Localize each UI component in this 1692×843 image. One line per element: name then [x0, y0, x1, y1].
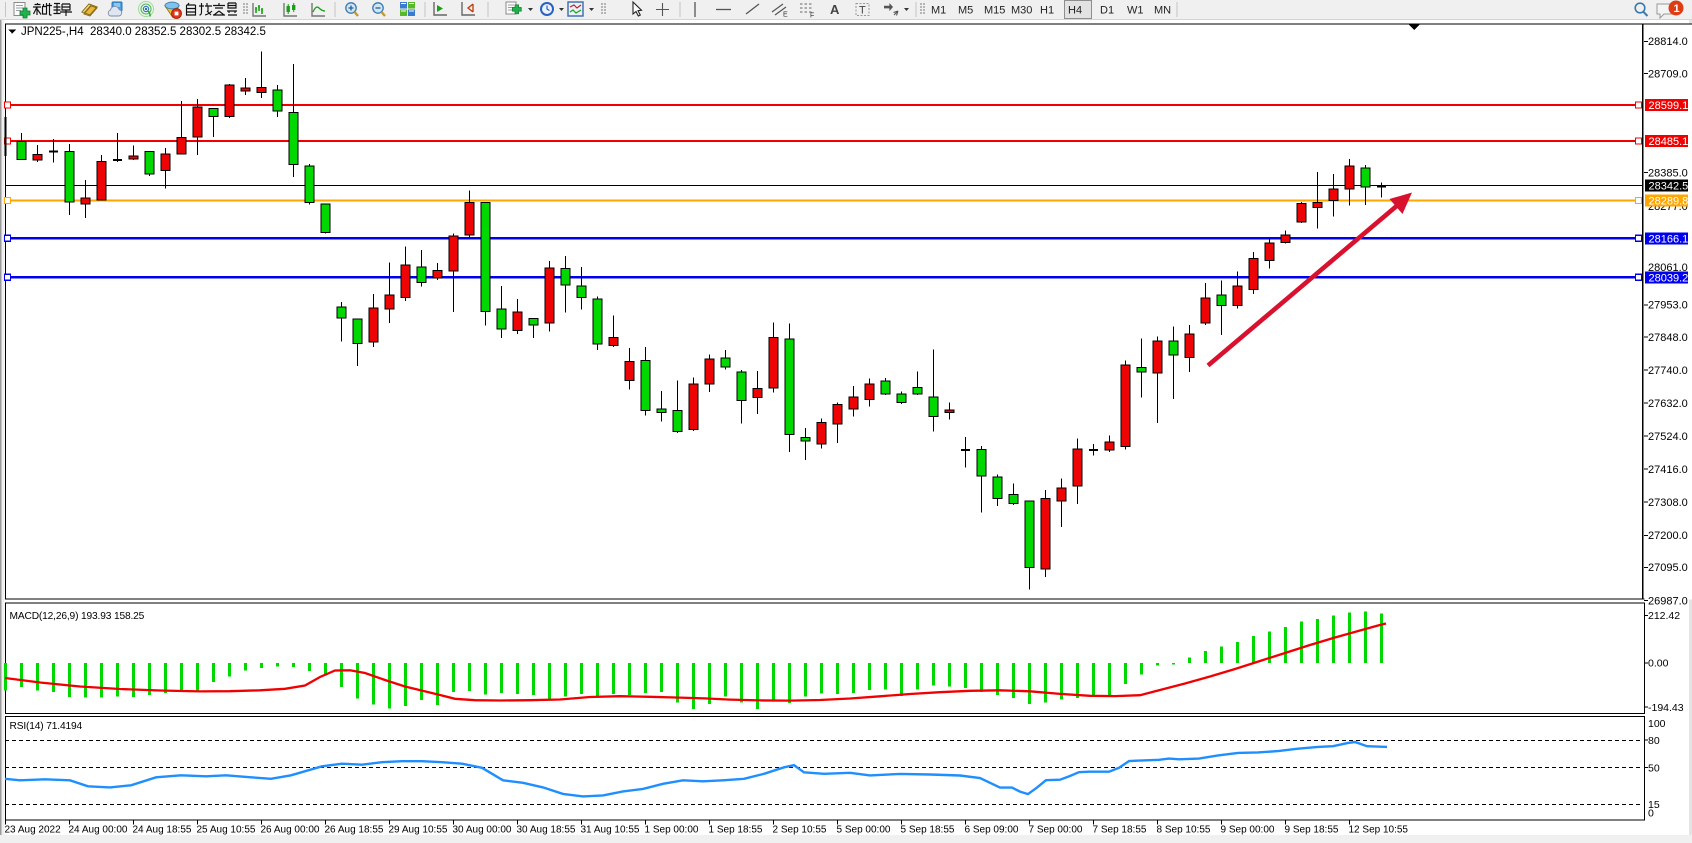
svg-text:27416.0: 27416.0: [1648, 464, 1688, 476]
svg-text:0.00: 0.00: [1648, 658, 1669, 670]
svg-text:27740.0: 27740.0: [1648, 365, 1688, 377]
svg-text:RSI(14) 71.4194: RSI(14) 71.4194: [10, 721, 83, 732]
svg-text:M15: M15: [984, 5, 1005, 17]
svg-text:25 Aug 10:55: 25 Aug 10:55: [197, 825, 256, 836]
svg-text:27848.0: 27848.0: [1648, 332, 1688, 344]
svg-text:50: 50: [1648, 762, 1660, 774]
svg-text:9 Sep 00:00: 9 Sep 00:00: [1221, 825, 1275, 836]
svg-text:7 Sep 00:00: 7 Sep 00:00: [1029, 825, 1083, 836]
svg-text:8 Sep 10:55: 8 Sep 10:55: [1157, 825, 1211, 836]
svg-text:12 Sep 10:55: 12 Sep 10:55: [1349, 825, 1409, 836]
svg-text:212.42: 212.42: [1648, 610, 1680, 622]
svg-text:1: 1: [1674, 3, 1680, 15]
svg-text:26 Aug 18:55: 26 Aug 18:55: [325, 825, 384, 836]
svg-text:0: 0: [1648, 807, 1654, 819]
svg-text:1 Sep 18:55: 1 Sep 18:55: [709, 825, 763, 836]
svg-text:MACD(12,26,9) 193.93 158.25: MACD(12,26,9) 193.93 158.25: [10, 611, 145, 622]
svg-text:M1: M1: [931, 5, 946, 17]
svg-text:M5: M5: [958, 5, 973, 17]
svg-text:28061.0: 28061.0: [1648, 262, 1688, 274]
svg-text:JPN225-,H4 28340.0 28352.5 28: JPN225-,H4 28340.0 28352.5 28302.5 28342…: [21, 26, 266, 38]
svg-text:9 Sep 18:55: 9 Sep 18:55: [1285, 825, 1339, 836]
svg-text:6 Sep 09:00: 6 Sep 09:00: [965, 825, 1019, 836]
svg-text:28289.8: 28289.8: [1649, 196, 1689, 208]
svg-text:2 Sep 10:55: 2 Sep 10:55: [773, 825, 827, 836]
svg-text:1 Sep 00:00: 1 Sep 00:00: [645, 825, 699, 836]
svg-text:A: A: [830, 2, 840, 17]
svg-text:29 Aug 10:55: 29 Aug 10:55: [389, 825, 448, 836]
svg-text:D1: D1: [1100, 5, 1114, 17]
svg-text:-194.43: -194.43: [1648, 702, 1684, 714]
svg-text:MN: MN: [1154, 5, 1171, 17]
svg-text:T: T: [859, 5, 866, 17]
svg-text:27308.0: 27308.0: [1648, 497, 1688, 509]
svg-text:30 Aug 18:55: 30 Aug 18:55: [517, 825, 576, 836]
svg-text:M30: M30: [1011, 5, 1032, 17]
svg-text:F: F: [810, 13, 814, 20]
svg-text:28599.1: 28599.1: [1649, 100, 1689, 112]
svg-text:30 Aug 00:00: 30 Aug 00:00: [453, 825, 512, 836]
svg-text:27095.0: 27095.0: [1648, 562, 1688, 574]
svg-text:W1: W1: [1127, 5, 1144, 17]
svg-text:100: 100: [1648, 718, 1666, 730]
svg-text:H1: H1: [1040, 5, 1054, 17]
svg-text:28814.0: 28814.0: [1648, 36, 1688, 48]
svg-text:28039.2: 28039.2: [1649, 272, 1689, 284]
svg-text:H4: H4: [1068, 5, 1082, 17]
svg-text:27953.0: 27953.0: [1648, 300, 1688, 312]
svg-text:28385.0: 28385.0: [1648, 167, 1688, 179]
svg-text:27524.0: 27524.0: [1648, 431, 1688, 443]
svg-text:26 Aug 00:00: 26 Aug 00:00: [261, 825, 320, 836]
svg-text:26987.0: 26987.0: [1648, 595, 1688, 607]
svg-text:28342.5: 28342.5: [1649, 181, 1689, 193]
svg-text:27632.0: 27632.0: [1648, 398, 1688, 410]
svg-text:5 Sep 18:55: 5 Sep 18:55: [901, 825, 955, 836]
svg-text:E: E: [783, 12, 788, 19]
svg-text:28485.1: 28485.1: [1649, 136, 1689, 148]
svg-text:28166.1: 28166.1: [1649, 233, 1689, 245]
svg-text:23 Aug 2022: 23 Aug 2022: [5, 825, 62, 836]
svg-text:80: 80: [1648, 735, 1660, 747]
svg-text:28709.0: 28709.0: [1648, 68, 1688, 80]
svg-text:31 Aug 10:55: 31 Aug 10:55: [581, 825, 640, 836]
svg-text:5 Sep 00:00: 5 Sep 00:00: [837, 825, 891, 836]
svg-text:7 Sep 18:55: 7 Sep 18:55: [1093, 825, 1147, 836]
svg-text:15: 15: [1648, 799, 1660, 811]
svg-text:27200.0: 27200.0: [1648, 530, 1688, 542]
svg-text:24 Aug 18:55: 24 Aug 18:55: [133, 825, 192, 836]
svg-text:24 Aug 00:00: 24 Aug 00:00: [69, 825, 128, 836]
